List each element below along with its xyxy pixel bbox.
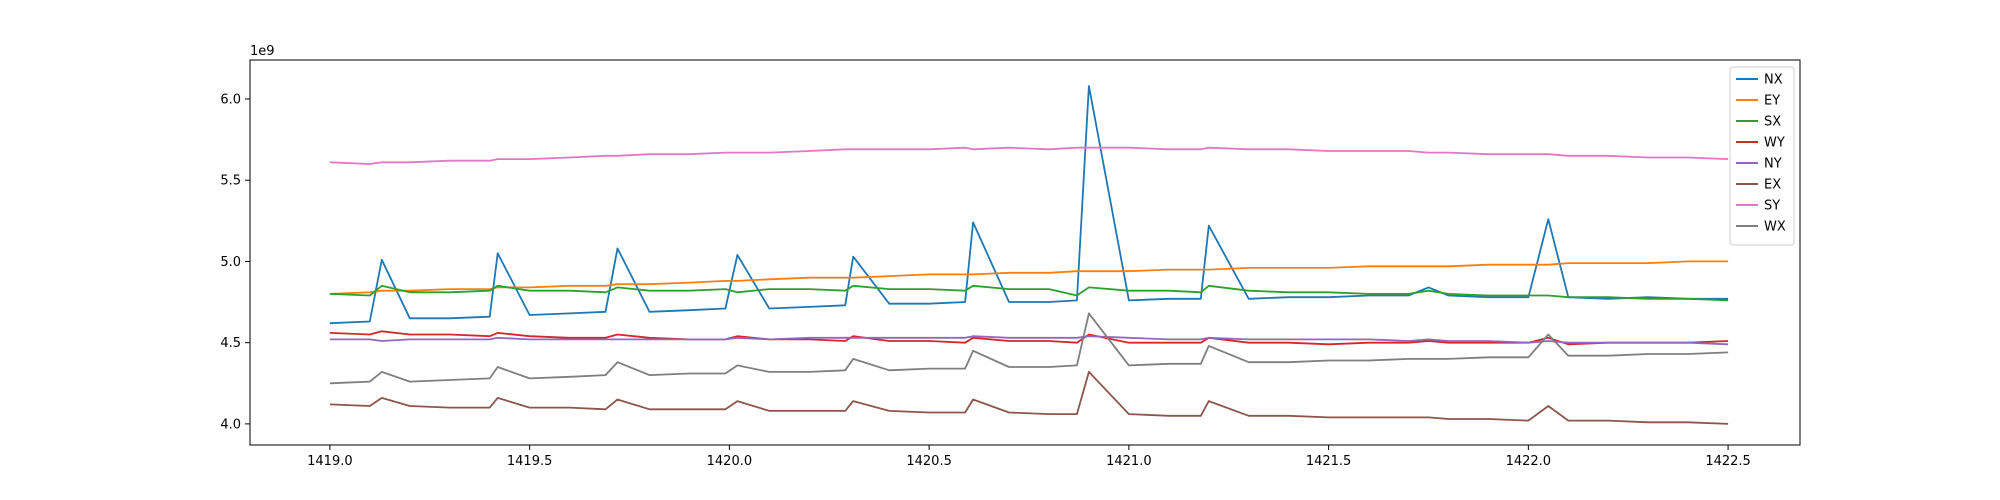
series-line-ex xyxy=(329,371,1729,425)
legend: NX EY SX WY NY EX SY WX xyxy=(1729,66,1795,246)
legend-label-sy: SY xyxy=(1764,199,1780,214)
series-line-ey xyxy=(329,260,1729,295)
x-tick-label: 1422.0 xyxy=(1506,454,1552,469)
x-tick-label: 1419.5 xyxy=(507,454,553,469)
legend-label-ex: EX xyxy=(1764,178,1781,193)
legend-label-wx: WX xyxy=(1764,220,1786,235)
legend-label-ny: NY xyxy=(1764,157,1782,172)
y-tick-label: 4.5 xyxy=(220,336,241,351)
series-line-wy xyxy=(329,330,1729,346)
y-tick-label: 6.0 xyxy=(220,92,241,107)
legend-label-nx: NX xyxy=(1764,73,1783,88)
y-tick-label: 4.0 xyxy=(220,417,241,432)
legend-label-ey: EY xyxy=(1764,94,1780,109)
y-axis: 4.0 4.5 5.0 5.5 6.0 xyxy=(220,92,250,432)
y-offset-label: 1e9 xyxy=(250,44,275,59)
x-tick-label: 1422.5 xyxy=(1705,454,1751,469)
legend-label-wy: WY xyxy=(1764,136,1785,151)
x-tick-label: 1421.0 xyxy=(1106,454,1152,469)
series-line-ny xyxy=(329,335,1729,346)
series-line-sx xyxy=(329,284,1729,302)
legend-label-sx: SX xyxy=(1764,115,1781,130)
series-line-wx xyxy=(329,312,1729,385)
x-axis: 1419.0 1419.5 1420.0 1420.5 1421.0 1421.5 1422… xyxy=(307,445,1751,469)
series-lines xyxy=(329,85,1729,425)
plot-frame xyxy=(249,59,1801,446)
series-line-sy xyxy=(329,146,1729,165)
x-tick-label: 1420.0 xyxy=(707,454,753,469)
legend-box xyxy=(1729,66,1795,246)
x-tick-label: 1419.0 xyxy=(307,454,353,469)
y-tick-label: 5.5 xyxy=(220,174,241,189)
series-line-nx xyxy=(329,85,1729,325)
x-tick-label: 1420.5 xyxy=(906,454,952,469)
x-tick-label: 1421.5 xyxy=(1306,454,1352,469)
y-tick-label: 5.0 xyxy=(220,255,241,270)
